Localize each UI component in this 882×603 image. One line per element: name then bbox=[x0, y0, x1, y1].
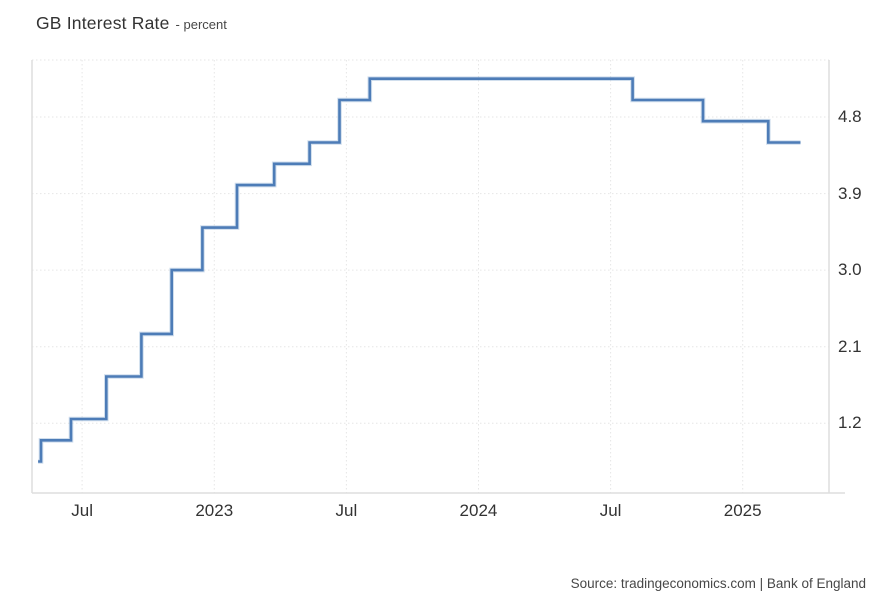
y-tick-label: 4.8 bbox=[838, 106, 862, 126]
y-tick-label: 2.1 bbox=[838, 336, 862, 356]
x-tick-label: Jul bbox=[335, 501, 358, 520]
source-attribution: Source: tradingeconomics.com | Bank of E… bbox=[570, 576, 866, 591]
y-tick-label: 3.9 bbox=[838, 183, 862, 203]
x-tick-label: 2024 bbox=[459, 501, 498, 520]
y-tick-label: 3.0 bbox=[838, 260, 862, 280]
y-tick-label: 1.2 bbox=[838, 413, 862, 433]
x-tick-label: 2025 bbox=[723, 501, 762, 520]
x-tick-label: Jul bbox=[71, 501, 94, 520]
x-tick-label: 2023 bbox=[195, 501, 234, 520]
chart-title-unit: - percent bbox=[175, 17, 227, 32]
chart-title-text: GB Interest Rate bbox=[36, 13, 170, 33]
interest-rate-step-line bbox=[38, 77, 801, 463]
x-tick-label: Jul bbox=[599, 501, 622, 520]
chart-title: GB Interest Rate - percent bbox=[36, 13, 227, 34]
